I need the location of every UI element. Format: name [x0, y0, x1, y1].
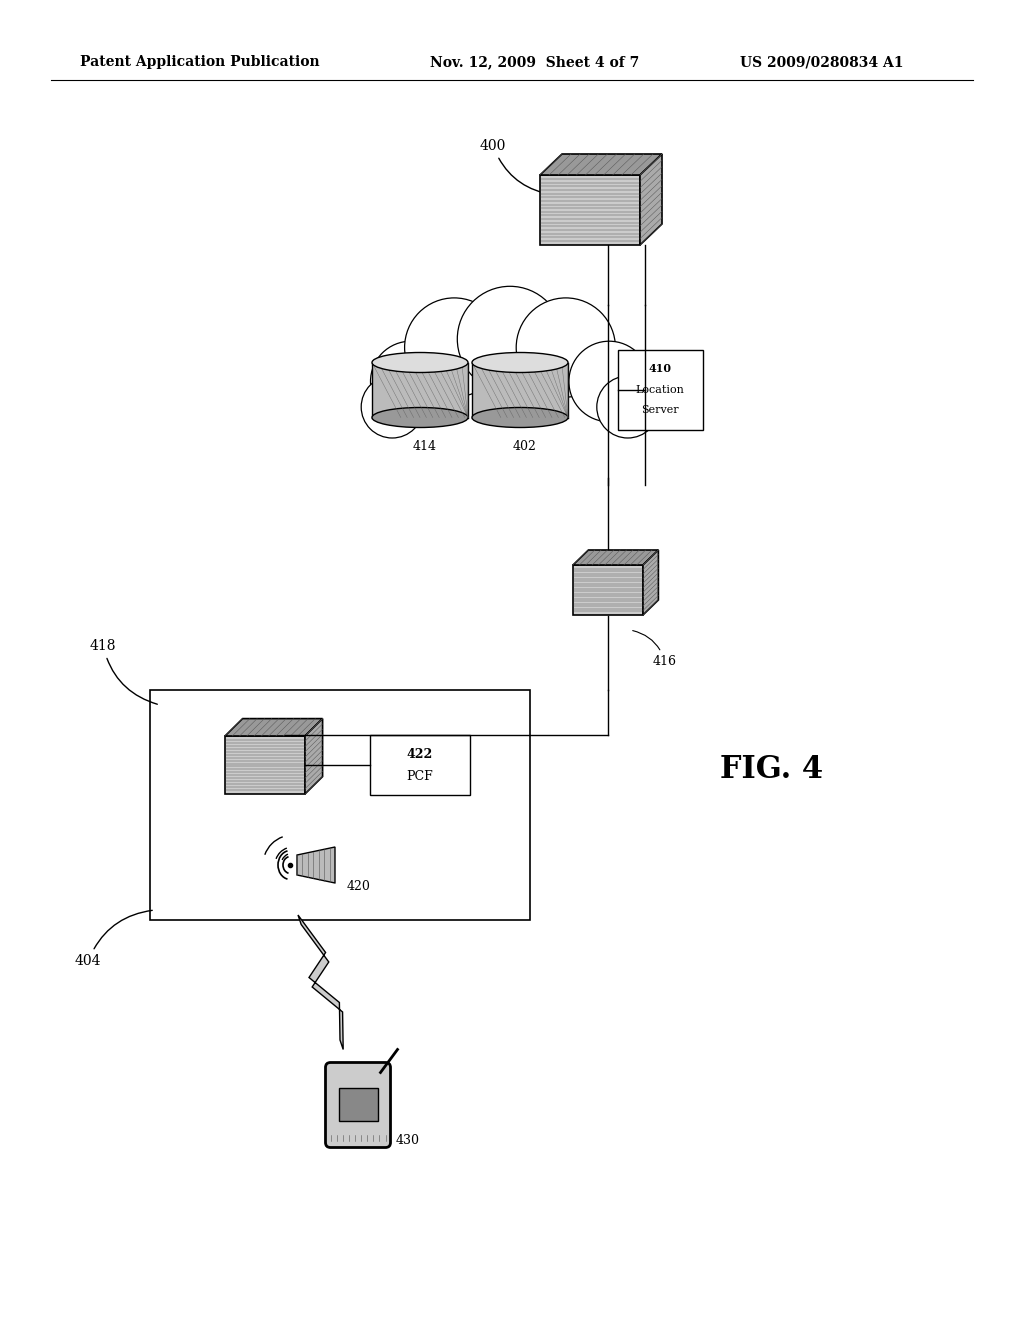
Text: 422: 422 — [407, 748, 433, 762]
Text: 420: 420 — [347, 880, 371, 894]
Polygon shape — [640, 154, 662, 246]
Polygon shape — [540, 176, 640, 246]
Polygon shape — [540, 154, 662, 176]
Polygon shape — [225, 737, 305, 795]
Text: 416: 416 — [633, 631, 677, 668]
Text: 404: 404 — [75, 911, 153, 968]
Text: Location: Location — [636, 385, 684, 395]
Text: 400: 400 — [480, 139, 552, 194]
Text: 414: 414 — [413, 440, 437, 453]
Polygon shape — [297, 847, 335, 883]
Text: 418: 418 — [90, 639, 158, 705]
Polygon shape — [298, 915, 343, 1049]
Circle shape — [458, 286, 563, 392]
Text: Nov. 12, 2009  Sheet 4 of 7: Nov. 12, 2009 Sheet 4 of 7 — [430, 55, 639, 69]
Text: Server: Server — [641, 405, 679, 414]
Polygon shape — [472, 363, 568, 417]
Text: Patent Application Publication: Patent Application Publication — [80, 55, 319, 69]
Polygon shape — [361, 381, 658, 421]
Bar — [339, 1088, 378, 1121]
Polygon shape — [305, 718, 323, 795]
Polygon shape — [225, 718, 323, 737]
Bar — [150, 690, 530, 920]
Polygon shape — [573, 565, 643, 615]
Text: 410: 410 — [648, 363, 672, 374]
Text: FIG. 4: FIG. 4 — [720, 755, 823, 785]
Text: 402: 402 — [513, 440, 537, 453]
FancyBboxPatch shape — [326, 1063, 390, 1147]
Ellipse shape — [372, 352, 468, 372]
Circle shape — [404, 298, 504, 397]
Circle shape — [597, 376, 658, 438]
Polygon shape — [643, 550, 658, 615]
Ellipse shape — [372, 408, 468, 428]
Ellipse shape — [472, 408, 568, 428]
Ellipse shape — [472, 352, 568, 372]
Circle shape — [569, 341, 649, 422]
Text: US 2009/0280834 A1: US 2009/0280834 A1 — [740, 55, 903, 69]
Circle shape — [516, 298, 615, 397]
Text: PCF: PCF — [407, 771, 433, 784]
Polygon shape — [372, 363, 468, 417]
Bar — [370, 735, 470, 795]
Circle shape — [361, 376, 423, 438]
Polygon shape — [573, 550, 658, 565]
Circle shape — [371, 341, 452, 422]
Text: 430: 430 — [396, 1134, 420, 1147]
Bar — [617, 350, 702, 430]
